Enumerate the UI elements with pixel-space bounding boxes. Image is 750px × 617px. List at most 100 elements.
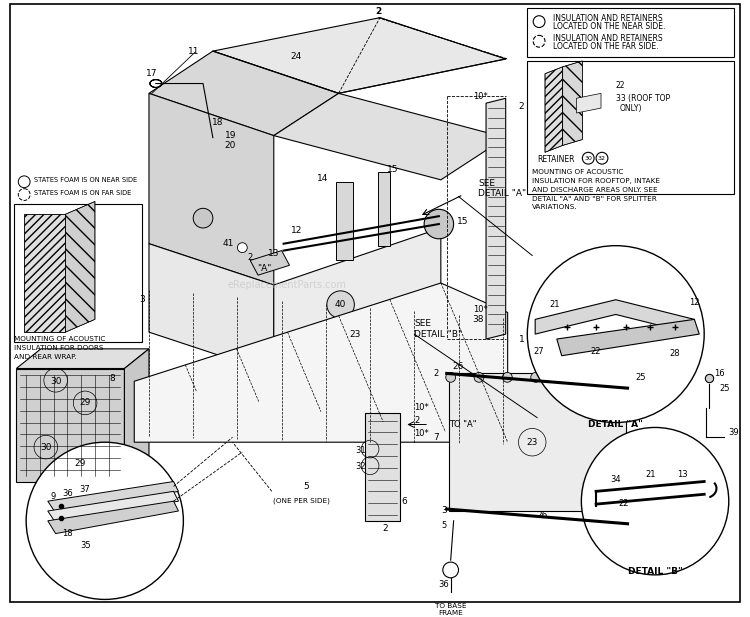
Bar	[527, 8, 734, 57]
Text: 25: 25	[635, 373, 646, 382]
Text: INSULATION AND RETAINERS: INSULATION AND RETAINERS	[553, 34, 662, 43]
Text: 19: 19	[225, 131, 236, 140]
Text: 15: 15	[457, 217, 468, 226]
Circle shape	[527, 246, 704, 423]
Circle shape	[474, 373, 484, 383]
Polygon shape	[486, 98, 506, 339]
Text: (ONE PER SIDE): (ONE PER SIDE)	[273, 498, 330, 505]
Polygon shape	[213, 18, 506, 93]
Text: 13: 13	[268, 249, 280, 258]
Text: 11: 11	[188, 47, 199, 56]
Circle shape	[26, 442, 184, 600]
Text: MOUNTING OF ACOUSTIC: MOUNTING OF ACOUSTIC	[14, 336, 106, 342]
Polygon shape	[48, 501, 178, 534]
Polygon shape	[149, 244, 274, 373]
Polygon shape	[536, 300, 694, 334]
Text: 8: 8	[110, 374, 116, 383]
Polygon shape	[545, 67, 562, 152]
Text: LOCATED ON THE NEAR SIDE.: LOCATED ON THE NEAR SIDE.	[553, 22, 665, 31]
Bar	[527, 61, 734, 194]
Text: MOUNTING OF ACOUSTIC: MOUNTING OF ACOUSTIC	[532, 169, 623, 175]
Text: 22: 22	[616, 81, 626, 90]
Polygon shape	[149, 93, 274, 285]
Circle shape	[616, 373, 626, 383]
Text: 24: 24	[291, 52, 302, 62]
Text: 29: 29	[74, 459, 86, 468]
Text: 5: 5	[442, 521, 447, 530]
Bar	[336, 182, 353, 260]
Circle shape	[582, 152, 594, 164]
Circle shape	[442, 562, 458, 578]
Circle shape	[194, 209, 213, 228]
Text: 10*: 10*	[414, 429, 429, 438]
Polygon shape	[577, 93, 601, 113]
Text: INSULATION FOR DOORS: INSULATION FOR DOORS	[14, 345, 104, 351]
Polygon shape	[48, 481, 178, 513]
Text: 7: 7	[433, 433, 439, 442]
Text: 21: 21	[645, 470, 656, 479]
Text: 12: 12	[291, 226, 302, 236]
Text: 10*: 10*	[414, 404, 429, 412]
Polygon shape	[274, 93, 506, 180]
Text: 25: 25	[719, 384, 730, 392]
Text: 3: 3	[140, 295, 145, 304]
Text: 31: 31	[355, 445, 365, 455]
Text: 5: 5	[303, 482, 309, 491]
Circle shape	[531, 373, 541, 383]
Circle shape	[559, 373, 569, 383]
Text: AND DISCHARGE AREAS ONLY. SEE: AND DISCHARGE AREAS ONLY. SEE	[532, 187, 658, 193]
Text: 16: 16	[714, 369, 724, 378]
Circle shape	[18, 189, 30, 201]
Text: 22: 22	[618, 499, 628, 508]
Polygon shape	[149, 51, 339, 136]
Text: 2: 2	[433, 369, 439, 378]
Text: 18: 18	[212, 118, 223, 127]
Circle shape	[533, 35, 545, 47]
Text: 2: 2	[375, 7, 381, 16]
Text: VARIATIONS.: VARIATIONS.	[532, 204, 578, 210]
Text: 27: 27	[534, 347, 544, 356]
Polygon shape	[65, 201, 95, 332]
Text: LOCATED ON THE FAR SIDE.: LOCATED ON THE FAR SIDE.	[553, 42, 658, 51]
Text: 28: 28	[670, 349, 680, 358]
Text: STATES FOAM IS ON NEAR SIDE: STATES FOAM IS ON NEAR SIDE	[34, 177, 137, 183]
Circle shape	[503, 373, 512, 383]
Text: 2: 2	[414, 416, 419, 425]
Text: INSULATION AND RETAINERS: INSULATION AND RETAINERS	[553, 14, 662, 23]
Text: 26: 26	[536, 511, 548, 520]
Text: 37: 37	[80, 485, 91, 494]
Text: 6: 6	[401, 497, 407, 506]
Text: AND REAR WRAP.: AND REAR WRAP.	[14, 354, 77, 360]
Text: 21: 21	[550, 300, 560, 309]
Text: TO BASE
FRAME: TO BASE FRAME	[435, 603, 466, 616]
Text: 30: 30	[40, 442, 52, 452]
Polygon shape	[134, 283, 508, 442]
Text: DETAIL "B": DETAIL "B"	[628, 568, 682, 576]
Text: SEE
DETAIL "B": SEE DETAIL "B"	[414, 320, 463, 339]
Text: 10*: 10*	[473, 305, 488, 314]
Text: 22: 22	[591, 347, 602, 356]
Text: 23: 23	[350, 329, 361, 339]
Circle shape	[596, 152, 608, 164]
Text: 32: 32	[598, 155, 606, 160]
Text: STATES FOAM IS ON FAR SIDE: STATES FOAM IS ON FAR SIDE	[34, 189, 131, 196]
Circle shape	[18, 176, 30, 188]
Text: 20: 20	[225, 141, 236, 150]
Text: INSULATION FOR ROOFTOP, INTAKE: INSULATION FOR ROOFTOP, INTAKE	[532, 178, 660, 184]
Polygon shape	[448, 373, 626, 511]
Circle shape	[238, 242, 248, 252]
Text: 33 (ROOF TOP: 33 (ROOF TOP	[616, 94, 670, 103]
Text: 32: 32	[355, 462, 365, 471]
Text: 2: 2	[248, 253, 253, 262]
Polygon shape	[16, 349, 149, 368]
Circle shape	[581, 428, 729, 575]
Text: 34: 34	[610, 475, 621, 484]
Text: 14: 14	[317, 175, 328, 183]
Text: DETAIL "A": DETAIL "A"	[588, 420, 644, 429]
Polygon shape	[124, 349, 149, 481]
Text: TO "A": TO "A"	[448, 420, 476, 429]
Circle shape	[446, 373, 455, 383]
Text: 41: 41	[223, 239, 234, 248]
Text: SEE
DETAIL "A": SEE DETAIL "A"	[478, 179, 526, 199]
Text: 40: 40	[335, 300, 346, 309]
